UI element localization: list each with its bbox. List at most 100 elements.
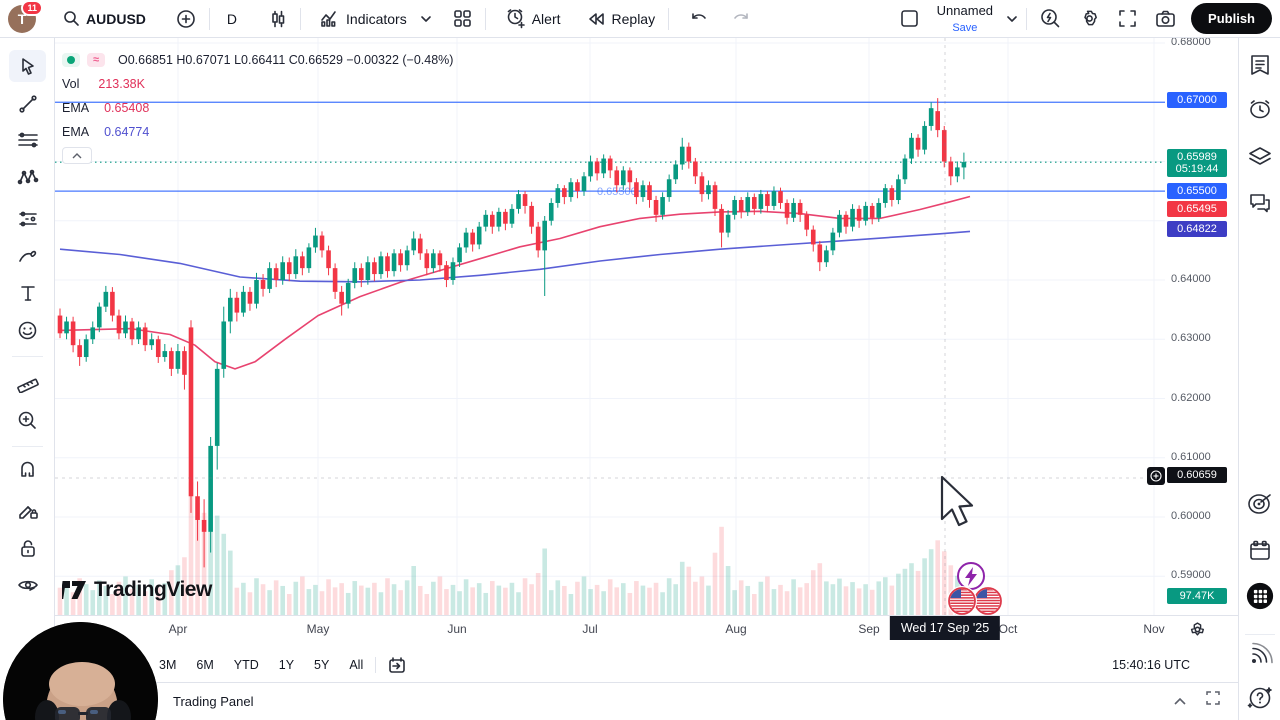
brush-tool-button[interactable] <box>9 240 46 272</box>
ruler-icon <box>16 378 39 393</box>
indicators-button[interactable]: Indicators <box>311 4 416 34</box>
toolbar-divider <box>668 7 670 30</box>
quick-search-button[interactable] <box>1031 4 1070 34</box>
tradingview-watermark: TradingView <box>62 578 212 602</box>
streams-button[interactable] <box>1246 640 1274 668</box>
gear-icon <box>1084 10 1098 26</box>
layout-menu-chevron[interactable] <box>1002 4 1022 34</box>
trading-panel-header[interactable]: Trading Panel <box>55 682 1238 720</box>
gear-icon <box>1190 622 1205 636</box>
price-axis[interactable]: 0.68000 0.64000 0.63000 0.62000 0.61000 0.600… <box>1147 36 1238 615</box>
trend-line-tool-button[interactable] <box>9 88 46 120</box>
add-alert-plus-button[interactable] <box>1147 467 1165 485</box>
interval-button[interactable]: D <box>218 4 246 34</box>
symbol-name: AUDUSD <box>86 10 146 27</box>
redo-button[interactable] <box>723 4 759 34</box>
lock-all-drawings-button[interactable] <box>9 532 46 564</box>
notification-badge: 11 <box>21 0 43 16</box>
measure-tool-button[interactable] <box>9 366 46 398</box>
price-chart[interactable]: 0.65500 <box>55 38 1165 615</box>
cursor-tool-button[interactable] <box>9 50 46 82</box>
chat-button[interactable] <box>1246 189 1274 217</box>
search-icon <box>64 11 79 26</box>
user-avatar[interactable]: T 11 <box>8 0 43 33</box>
fullscreen-icon <box>1119 10 1136 27</box>
toolbar-divider <box>12 356 43 357</box>
zoom-in-tool-button[interactable] <box>9 404 46 436</box>
fullscreen-button[interactable] <box>1109 4 1146 34</box>
line-65500-badge: 0.65500 <box>1167 183 1227 199</box>
help-button[interactable] <box>1246 684 1274 712</box>
smiley-icon <box>18 321 37 339</box>
pattern-tool-button[interactable] <box>9 162 46 194</box>
toolbar-divider <box>375 657 377 673</box>
indicators-label: Indicators <box>346 10 407 27</box>
magnet-mode-button[interactable] <box>9 455 46 487</box>
compare-add-button[interactable] <box>167 4 205 34</box>
ema-blue-value-badge: 0.64822 <box>1167 221 1227 237</box>
price-axis-label: 0.62000 <box>1171 391 1211 404</box>
top-toolbar: T 11 AUDUSD D <box>0 0 1280 38</box>
apps-grid-button[interactable] <box>1246 582 1274 610</box>
economic-event-flag[interactable] <box>973 586 1003 615</box>
layout-grid-button[interactable] <box>444 4 481 34</box>
legend-collapse-button[interactable] <box>62 147 92 164</box>
volume-legend-row[interactable]: Vol 213.38K <box>62 72 453 96</box>
indicators-templates-chevron[interactable] <box>416 4 436 34</box>
economic-event-flag[interactable] <box>947 586 977 615</box>
ema2-legend-row[interactable]: EMA 0.64774 <box>62 120 453 144</box>
watchlist-button[interactable] <box>1246 51 1274 79</box>
go-to-date-button[interactable] <box>382 650 412 680</box>
range-button-ytd[interactable]: YTD <box>233 658 259 672</box>
replay-button[interactable]: Replay <box>578 4 665 34</box>
economic-event-lightning[interactable] <box>957 562 985 590</box>
sparkline-toggle-icon: ≈ <box>87 53 105 67</box>
fib-retracement-tool-button[interactable] <box>9 125 46 157</box>
save-layout-button[interactable]: Unnamed Save <box>928 3 1002 35</box>
undo-arrow-icon <box>692 12 706 19</box>
magnifier-plus-icon <box>18 411 36 429</box>
emoji-tool-button[interactable] <box>9 314 46 346</box>
range-button-all[interactable]: All <box>349 658 364 672</box>
ema2-label: EMA <box>62 125 90 139</box>
range-button-5y[interactable]: 5Y <box>314 658 330 672</box>
time-axis[interactable]: Wed 17 Sep '25 Apr May Jun Jul Aug Sep Oct Nov <box>55 615 1238 648</box>
interval-label: D <box>226 10 238 27</box>
time-axis-month-label: Jul <box>582 622 598 636</box>
calendar-button[interactable] <box>1246 536 1274 564</box>
range-button-6m[interactable]: 6M <box>196 658 214 672</box>
ema2-value: 0.64774 <box>104 125 150 139</box>
range-button-1y[interactable]: 1Y <box>278 658 295 672</box>
save-link[interactable]: Save <box>952 22 978 35</box>
trading-panel-maximize-button[interactable] <box>1205 690 1221 711</box>
chevron-down-icon <box>1007 15 1017 22</box>
drawing-mode-lock-button[interactable] <box>9 494 46 526</box>
brush-icon <box>18 250 36 262</box>
undo-button[interactable] <box>681 4 717 34</box>
utc-clock[interactable]: 15:40:16 UTC <box>1112 658 1190 672</box>
alert-button[interactable]: Alert <box>496 4 570 34</box>
alerts-panel-button[interactable] <box>1246 96 1274 124</box>
settings-button[interactable] <box>1070 4 1109 34</box>
chart-style-button[interactable] <box>260 4 296 34</box>
time-axis-month-label: Nov <box>1143 622 1165 636</box>
volume-value: 213.38K <box>98 77 145 91</box>
ema1-legend-row[interactable]: EMA 0.65408 <box>62 96 453 120</box>
range-button-3m[interactable]: 3M <box>159 658 177 672</box>
prediction-tool-button[interactable] <box>9 203 46 235</box>
object-tree-button[interactable] <box>1246 143 1274 171</box>
crosshair-price-badge: 0.60659 <box>1147 467 1227 485</box>
signal-waves-icon <box>1251 642 1273 663</box>
axis-settings-button[interactable] <box>1188 620 1207 639</box>
layout-select-checkbox[interactable] <box>891 4 928 34</box>
screener-target-button[interactable] <box>1246 490 1274 518</box>
symbol-legend-row[interactable]: ≈ O0.66851 H0.67071 L0.66411 C0.66529 −0… <box>62 48 453 72</box>
trading-panel-expand-chevron[interactable] <box>1173 693 1187 711</box>
symbol-search-button[interactable]: AUDUSD <box>54 4 155 34</box>
chevron-up-icon <box>1174 697 1186 705</box>
screenshot-button[interactable] <box>1146 4 1185 34</box>
hide-drawings-button[interactable] <box>9 569 46 601</box>
text-tool-button[interactable] <box>9 277 46 309</box>
price-axis-label: 0.61000 <box>1171 450 1211 463</box>
publish-button[interactable]: Publish <box>1191 3 1272 34</box>
